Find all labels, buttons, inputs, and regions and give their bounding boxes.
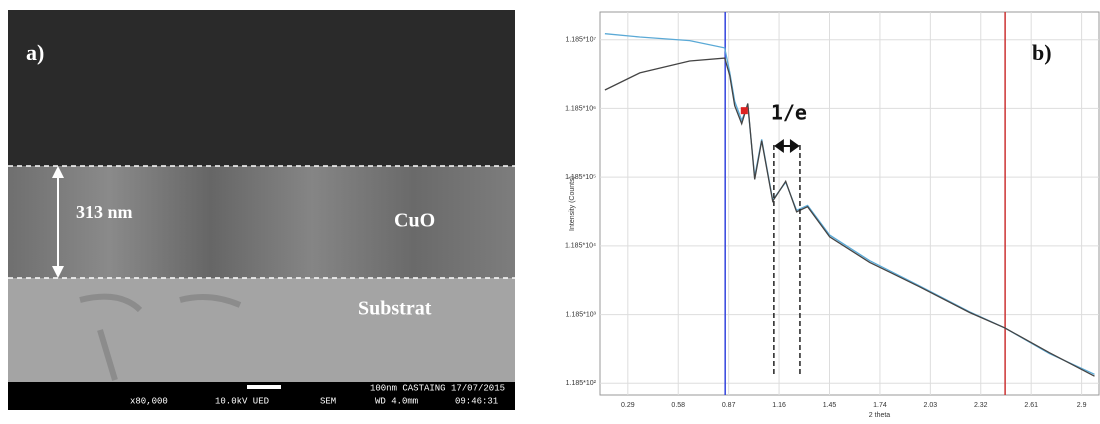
y-tick-label: 1.185*10⁵ [565,174,596,181]
plot-area [599,11,1100,396]
panel-label: b) [1032,40,1052,65]
info: 10.0kV UED [215,396,269,406]
y-tick-label: 1.185*10⁶ [565,105,596,112]
x-tick-label: 0.58 [671,402,685,409]
film-layer [8,166,515,278]
panel-label: a) [26,40,44,65]
scale-bar [247,385,281,389]
x-axis-label: 2 theta [869,412,891,419]
y-tick-label: 1.185*10² [566,380,597,387]
arrow-heads [52,166,64,278]
thickness-label: 313 nm [76,202,133,222]
annotation: 1/e [771,101,807,125]
x-tick-label: 0.29 [621,402,635,409]
sem-image: a) 313 nm CuO Substrat 100nm CASTAING 17… [8,10,515,410]
y-tick-label: 1.185*10⁴ [565,243,596,250]
y-axis-label: Intensity (Counts) [569,176,576,231]
x-tick-label: 2.9 [1077,402,1087,409]
info: 09:46:31 [455,396,498,406]
x-tick-label: 0.87 [722,402,736,409]
series-line [604,57,1095,377]
info: SEM [320,396,336,406]
y-tick-label: 1.185*10⁷ [565,37,596,44]
y-tick-label: 1.185*10³ [566,311,597,318]
x-tick-label: 1.16 [772,402,786,409]
x-tick-label: 1.45 [823,402,837,409]
chart: 0.29 0.58 0.87 1.16 1.45 1.74 2.03 2.32 2.61 2.9 1… [565,11,1100,419]
period-arrow [774,139,800,153]
marker [740,107,748,115]
substrate-layer [8,278,515,382]
x-tick-label: 2.03 [924,402,938,409]
layer-label: CuO [394,210,435,232]
texture [79,293,242,381]
substrate-label: Substrat [358,298,432,320]
info: x80,000 [130,396,168,406]
vacuum [8,10,515,166]
x-tick-label: 2.32 [974,402,988,409]
info: WD 4.0mm [375,396,418,406]
x-tick-label: 2.61 [1024,402,1038,409]
info-top: 100nm CASTAING 17/07/2015 [370,383,505,393]
x-tick-label: 1.74 [873,402,887,409]
